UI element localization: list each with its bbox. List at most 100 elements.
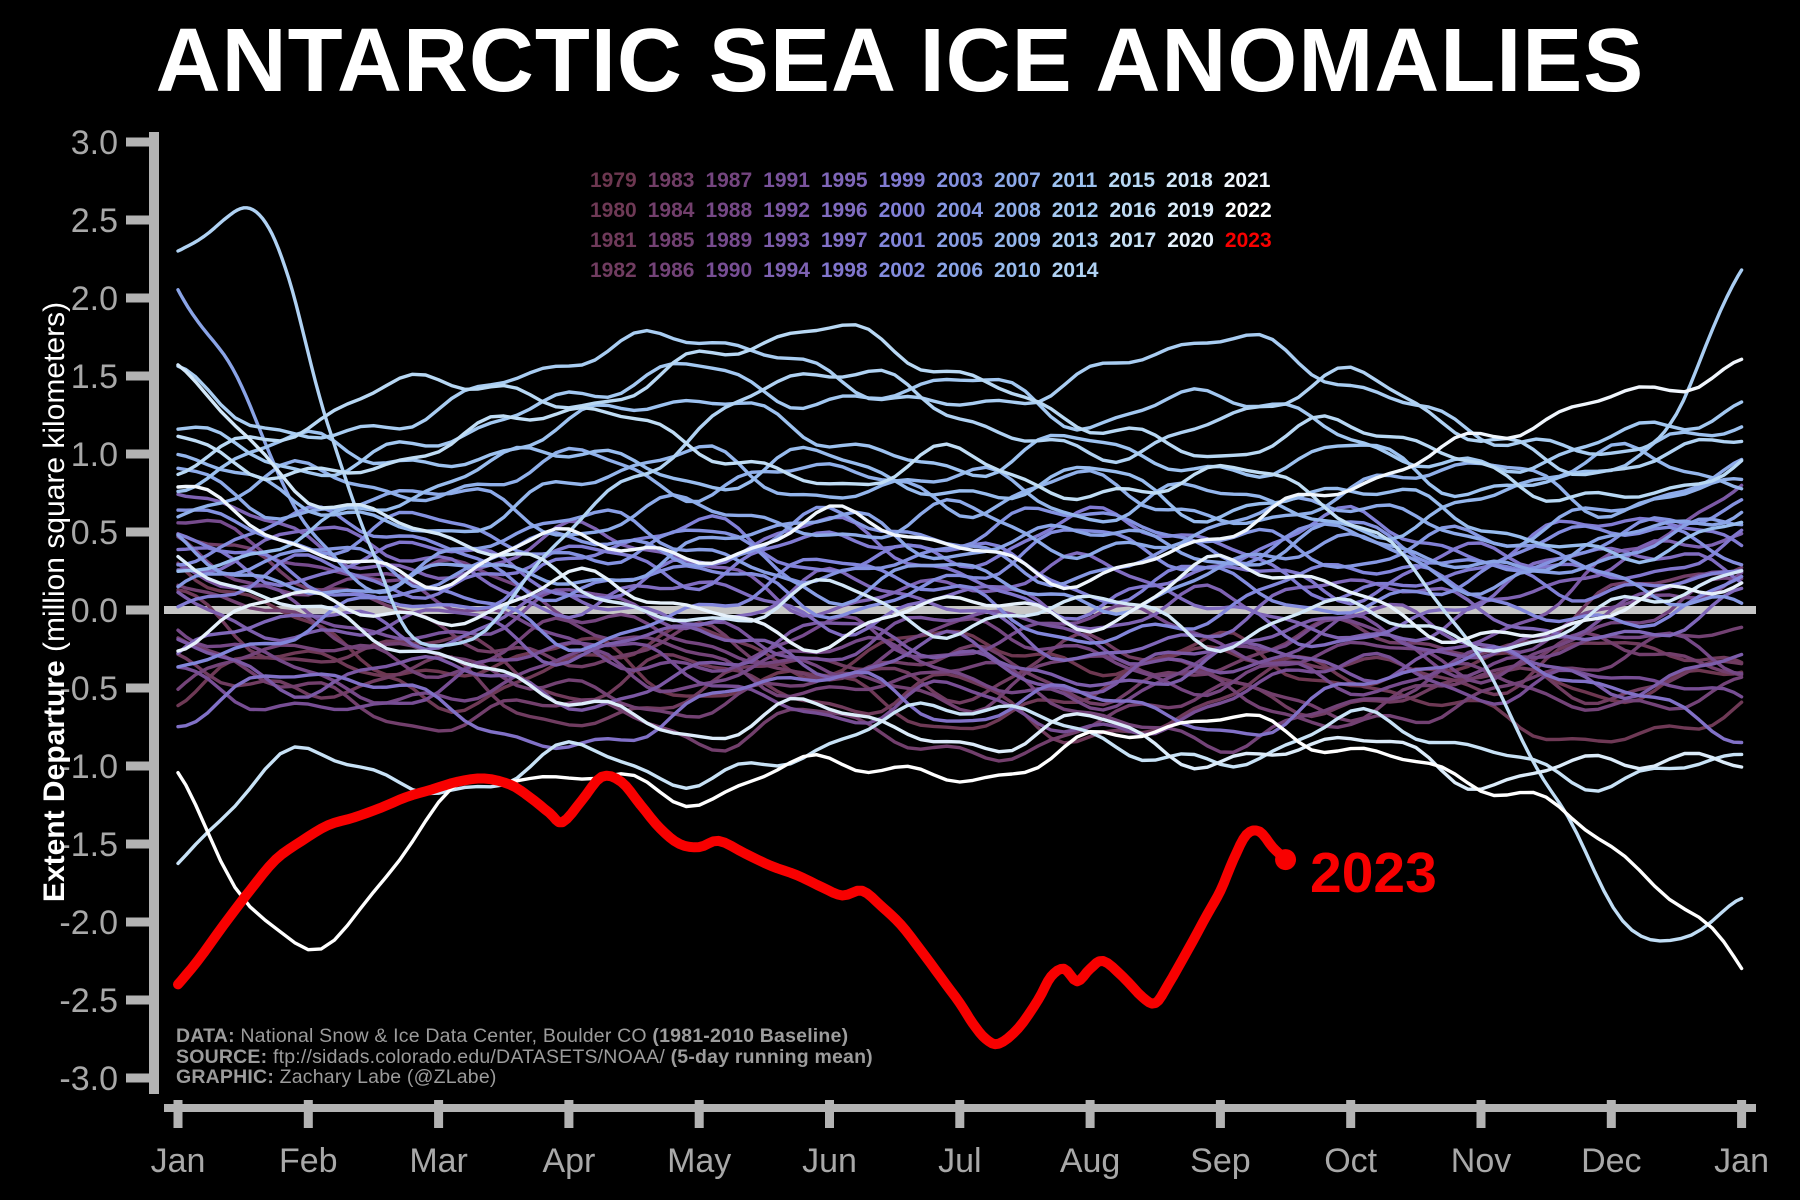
- series-line-2004: [176, 505, 1744, 607]
- footer-line: DATA: National Snow & Ice Data Center, B…: [176, 1026, 873, 1047]
- legend-year-2004: 2004: [936, 199, 984, 222]
- series-line-1990: [176, 641, 1744, 737]
- y-tick-label: 0.5: [71, 514, 118, 552]
- legend-year-2014: 2014: [1051, 259, 1099, 282]
- y-tick-label: 1.0: [71, 436, 118, 474]
- x-tick: [434, 1100, 444, 1128]
- footer-segment-bold: (5-day running mean): [670, 1045, 873, 1068]
- x-tick-label: Jun: [802, 1142, 857, 1180]
- y-tick-label: 0.0: [71, 592, 118, 630]
- legend-year-2018: 2018: [1166, 169, 1213, 192]
- footer-segment-bold: (1981-2010 Baseline): [652, 1025, 849, 1047]
- series-line-1999: [176, 505, 1744, 609]
- series-line-2023: [173, 770, 1291, 1050]
- series-line-2014: [176, 206, 1744, 648]
- legend-year-2019: 2019: [1167, 199, 1214, 222]
- legend-year-1995: 1995: [820, 169, 868, 192]
- legend-year-1989: 1989: [705, 229, 753, 252]
- x-tick: [173, 1100, 183, 1128]
- axes: 3.0 2.5 2.0 1.5 1.0 0.5 0.0 -0.5 -1.0 -1.5 -2.0 -2.…: [59, 124, 1769, 1180]
- x-tick-label: Dec: [1581, 1142, 1641, 1180]
- x-tick-label: Sep: [1190, 1142, 1251, 1180]
- x-tick-label: May: [667, 1142, 731, 1180]
- legend-year-2009: 2009: [994, 229, 1041, 252]
- legend-year-2020: 2020: [1167, 229, 1214, 252]
- y-tick-label: -1.5: [59, 826, 118, 864]
- y-tick-label: 2.5: [71, 202, 118, 240]
- series-line-1995: [176, 566, 1744, 662]
- legend-year-2022: 2022: [1224, 199, 1272, 222]
- y-tick: [126, 761, 149, 771]
- legend-year-1997: 1997: [820, 229, 868, 252]
- x-tick-label: Aug: [1060, 1142, 1121, 1180]
- footer-line: GRAPHIC: Zachary Labe (@ZLabe): [176, 1067, 873, 1088]
- y-tick: [126, 449, 149, 459]
- legend-year-2005: 2005: [936, 229, 984, 252]
- series-line-2022: [176, 713, 1744, 971]
- series-line-1984: [176, 631, 1744, 763]
- y-tick: [126, 683, 149, 693]
- y-tick-label: -3.0: [59, 1060, 118, 1098]
- series-line-2010: [176, 445, 1744, 573]
- y-tick: [126, 137, 149, 147]
- legend-year-2012: 2012: [1051, 199, 1099, 222]
- y-axis-label-units: (million square kilometers): [38, 301, 71, 661]
- legend-year-2006: 2006: [936, 259, 984, 282]
- x-tick-label: Jul: [938, 1142, 981, 1180]
- x-tick: [694, 1100, 704, 1128]
- series-line-1992: [176, 483, 1744, 712]
- y-tick-label: 3.0: [71, 124, 118, 162]
- legend-year-1987: 1987: [705, 169, 753, 192]
- y-tick: [126, 605, 149, 615]
- legend-year-2013: 2013: [1051, 229, 1099, 252]
- legend-year-2002: 2002: [878, 259, 926, 282]
- legend-year-1992: 1992: [763, 199, 810, 222]
- legend-year-1991: 1991: [763, 169, 810, 192]
- legend-year-2023: 2023: [1224, 229, 1272, 252]
- series-line-2019: [176, 554, 1744, 791]
- annotation-2023: 2023: [1310, 841, 1437, 905]
- footer-segment: Zachary Labe (@ZLabe): [279, 1066, 497, 1088]
- legend-year-2001: 2001: [878, 229, 926, 252]
- x-tick-label: Nov: [1451, 1142, 1511, 1180]
- legend-row: 1979 1983 1987 1991 1995 1999 2003 2007 2011 2015…: [590, 166, 1283, 196]
- x-tick-label: Feb: [279, 1142, 338, 1180]
- legend-year-2011: 2011: [1051, 169, 1098, 192]
- series-line-1988: [176, 617, 1744, 712]
- legend-year-1988: 1988: [705, 199, 753, 222]
- y-tick: [126, 1073, 149, 1083]
- x-tick: [303, 1100, 313, 1128]
- legend-year-1980: 1980: [590, 199, 637, 222]
- legend-year-1999: 1999: [878, 169, 926, 192]
- legend-year-1990: 1990: [705, 259, 753, 282]
- x-tick: [1215, 1100, 1225, 1128]
- x-tick: [1476, 1100, 1486, 1128]
- legend-row: 1981 1985 1989 1993 1997 2001 2005 2009 2013 2017…: [590, 226, 1283, 256]
- x-tick: [1737, 1100, 1747, 1128]
- series-line-1998: [176, 515, 1744, 621]
- y-tick-label: -0.5: [59, 670, 118, 708]
- y-axis-label: Extent Departure (million square kilomet…: [38, 222, 74, 982]
- footer-segment-bold: SOURCE:: [176, 1045, 273, 1068]
- legend-year-1986: 1986: [647, 259, 695, 282]
- legend-year-2007: 2007: [994, 169, 1041, 192]
- series-line-2021: [176, 357, 1744, 591]
- legend-row: 1982 1986 1990 1994 1998 2002 2006 2010 2014: [590, 256, 1283, 286]
- y-tick-label: -2.5: [59, 982, 118, 1020]
- legend-year-2017: 2017: [1109, 229, 1157, 252]
- footer-line: SOURCE: ftp://sidads.colorado.edu/DATASE…: [176, 1045, 873, 1068]
- series-2023-endpoint: [1275, 849, 1297, 871]
- y-tick-label: -1.0: [59, 748, 118, 786]
- legend-year-1979: 1979: [590, 169, 637, 192]
- series-line-2015: [176, 323, 1744, 503]
- legend-year-2015: 2015: [1108, 169, 1156, 192]
- y-tick-label: 1.5: [71, 358, 118, 396]
- footer-credits: DATA: National Snow & Ice Data Center, B…: [176, 1026, 873, 1088]
- y-tick: [126, 839, 149, 849]
- legend-year-1994: 1994: [763, 259, 810, 282]
- legend-year-1993: 1993: [763, 229, 810, 252]
- chart-title: ANTARCTIC SEA ICE ANOMALIES: [155, 11, 1645, 111]
- series-line-2005: [176, 508, 1744, 616]
